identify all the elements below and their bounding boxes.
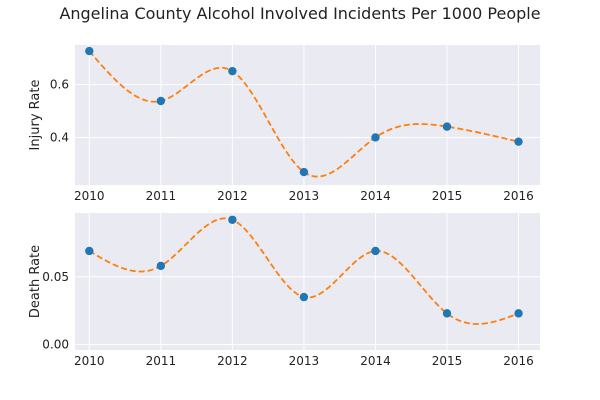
death-x-tick-label: 2016 [503,354,534,368]
death-x-tick-label: 2014 [360,354,391,368]
injury-data-point [228,66,237,76]
injury-y-axis-label: Injury Rate [28,80,43,151]
death-data-point [156,261,166,271]
injury-data-point [371,133,380,142]
injury-data-point [299,167,309,177]
death-x-tick-label: 2015 [432,354,463,368]
death-data-point [85,246,94,256]
chart-title: Angelina County Alcohol Involved Inciden… [59,4,541,23]
death-data-point [442,309,452,318]
injury-plot-area [75,45,540,185]
injury-x-tick-label: 2011 [146,189,177,203]
injury-y-tick-label: 0.4 [50,130,69,144]
death-x-tick-label: 2013 [289,354,320,368]
death-y-axis-label: Death Rate [28,245,43,318]
injury-x-tick-label: 2014 [360,189,391,203]
death-x-tick-label: 2011 [146,354,177,368]
death-data-point [228,215,237,224]
death-data-point [514,309,523,318]
death-y-tick-label: 0.00 [42,338,69,352]
death-data-point [371,246,380,256]
injury-x-tick-label: 2015 [432,189,463,203]
injury-x-tick-label: 2010 [74,189,105,203]
injury-data-point [156,96,166,106]
death-x-tick-label: 2010 [74,354,105,368]
death-plot-area [75,213,540,350]
injury-x-tick-label: 2013 [289,189,320,203]
injury-x-tick-label: 2016 [503,189,534,203]
death-data-point [299,292,309,302]
injury-x-tick-label: 2012 [217,189,248,203]
injury-data-point [442,122,452,131]
injury-y-tick-label: 0.6 [50,78,69,92]
injury-data-point [514,137,523,146]
death-x-tick-label: 2012 [217,354,248,368]
injury-data-point [85,46,94,56]
death-y-tick-label: 0.05 [42,270,69,284]
